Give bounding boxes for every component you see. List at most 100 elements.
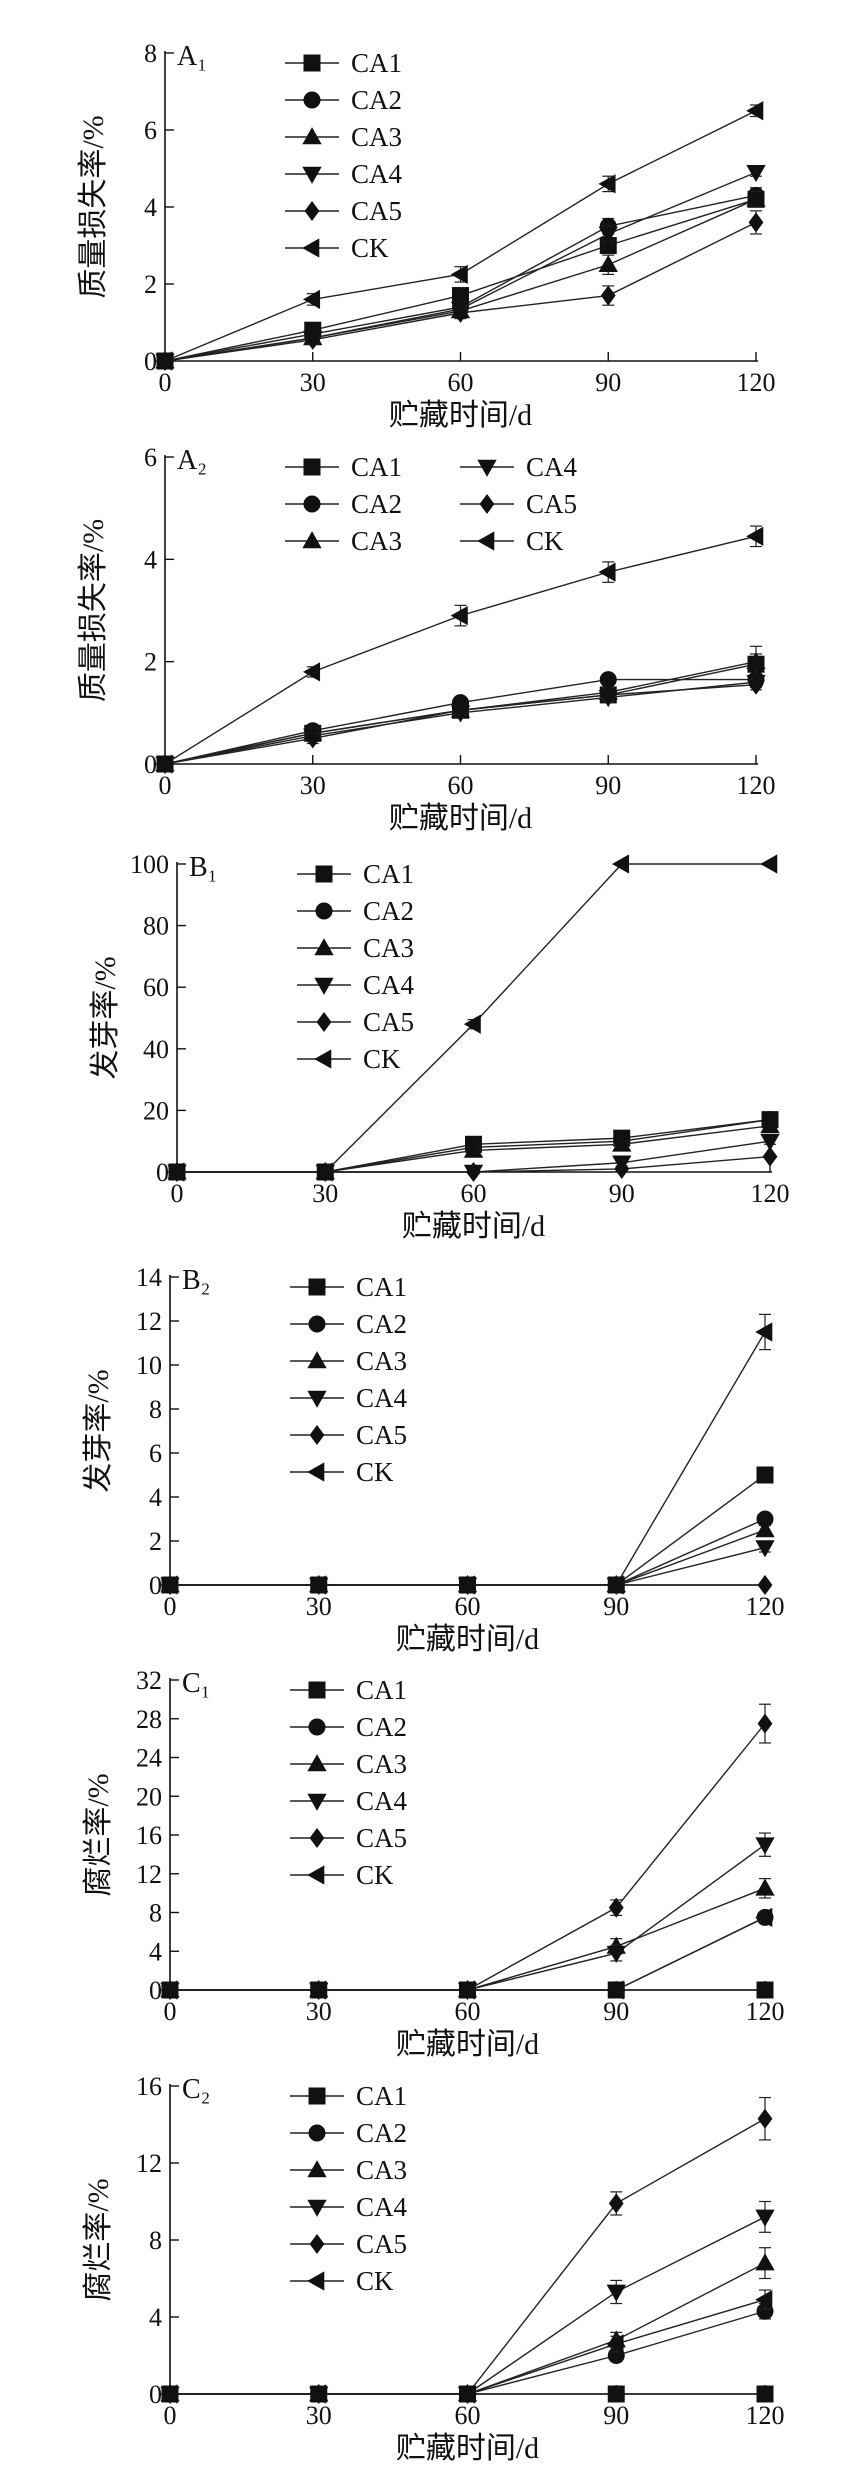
data-point [757,1713,773,1734]
data-point [748,674,764,695]
data-point [614,1158,630,1179]
x-tick-label: 120 [737,368,776,397]
series-line [170,1474,766,1586]
legend-label: CA2 [363,896,414,926]
x-axis-title: 贮藏时间/d [396,2432,539,2465]
legend-label: CA1 [351,48,402,78]
data-point [167,1162,185,1182]
data-point [746,101,764,121]
series-line [170,2118,766,2395]
series-CA4 [160,1832,775,2000]
legend-label: CA4 [351,159,403,189]
data-point [755,1322,773,1342]
legend-marker [315,902,333,920]
y-tick-label: 0 [149,2380,162,2409]
legend-label: CK [356,1457,394,1487]
legend-marker [309,1827,325,1849]
series-line [177,863,770,1173]
legend-marker [303,458,321,476]
x-tick-label: 60 [461,1179,487,1208]
data-point [760,1133,780,1152]
legend-marker [302,166,322,184]
series-line [170,2310,766,2395]
legend: CA1 CA2 CA3 CA4 CA5 CK [297,859,415,1074]
legend: CA1 CA2 CA3 CA4 CA5 CK [290,1272,408,1487]
data-point [612,1134,632,1152]
legend-label: CA5 [526,489,577,519]
x-tick-label: 30 [300,368,326,397]
x-tick-label: 120 [746,1997,785,2026]
series-CA3 [160,1877,775,1998]
data-point [315,1162,333,1182]
y-tick-label: 24 [136,1744,162,1773]
y-tick-label: 20 [143,1096,169,1125]
data-point [755,1520,775,1538]
data-point [755,2209,775,2227]
data-point [160,1575,178,1595]
legend-label: CA2 [356,2118,407,2148]
y-tick-label: 8 [149,1899,162,1928]
x-tick-label: 120 [751,1179,790,1208]
legend-label: CA4 [356,1383,408,1413]
y-tick-label: 16 [136,1821,162,1850]
legend-label: CA4 [356,1786,408,1816]
data-point [302,662,321,682]
data-point [606,2284,626,2302]
series-CA5 [162,1703,773,2001]
legend-label: CA3 [351,526,402,556]
x-tick-label: 120 [746,1592,785,1621]
x-tick-label: 0 [159,368,172,397]
data-point [308,1980,327,2000]
data-point [606,1945,626,1964]
x-axis-title: 贮藏时间/d [396,1623,539,1656]
legend-marker [477,459,497,477]
x-tick-label: 90 [603,2401,629,2430]
y-tick-label: 16 [136,2072,162,2101]
y-tick-label: 8 [149,1395,162,1424]
legend-label: CA3 [351,122,402,152]
series-CK [155,525,764,774]
series-line [164,110,757,362]
data-point [606,2334,624,2354]
x-tick-label: 90 [603,1997,629,2026]
legend-label: CA1 [356,1675,407,1705]
data-point [755,2253,775,2271]
data-point [755,1878,775,1896]
y-tick-label: 10 [136,1351,162,1380]
y-axis-title: 质量损失率/% [77,519,110,702]
legend-label: CA4 [526,452,578,482]
y-tick-label: 8 [149,2226,162,2255]
y-tick-label: 4 [144,193,157,222]
y-tick-label: 12 [136,1307,162,1336]
legend-label: CA2 [351,489,402,519]
legend-marker [307,2271,325,2291]
y-tick-label: 2 [144,648,157,677]
y-tick-label: 60 [143,973,169,1002]
legend-marker [308,1278,326,1296]
legend-marker [479,493,495,515]
series-line [170,1916,766,1991]
legend-label: CA5 [356,2229,407,2259]
y-tick-label: 0 [144,750,157,779]
legend-label: CK [363,1044,401,1074]
y-tick-label: 4 [149,2303,162,2332]
legend-marker [309,1424,325,1446]
series-CA5 [162,2096,773,2405]
legend: CA1 CA2 CA3 CA4 CA5 CK [290,1675,408,1890]
y-axis-title: 质量损失率/% [77,115,110,298]
y-tick-label: 20 [136,1782,162,1811]
data-point [756,1466,774,1484]
legend-label: CA4 [356,2192,408,2222]
data-point [746,189,766,207]
y-tick-label: 8 [144,39,157,68]
legend-label: CA3 [356,1749,407,1779]
legend-marker [307,1793,327,1811]
y-axis-title: 腐烂率/% [82,1773,115,1896]
panel-label: C₁ [182,1668,210,1699]
data-point [757,2108,773,2129]
legend-label: CK [351,233,389,263]
legend-marker [303,495,321,513]
x-tick-label: 30 [306,1997,332,2026]
data-point [598,174,616,194]
x-axis-title: 贮藏时间/d [389,802,532,835]
